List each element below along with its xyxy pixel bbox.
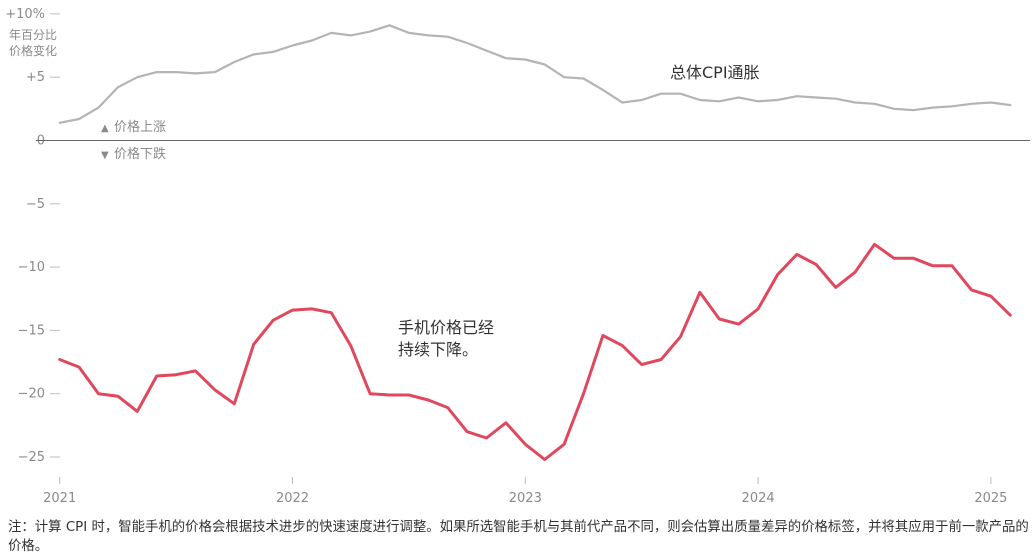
y-axis: +10%+50−5−10−15−20−25 [5, 7, 60, 465]
y-axis-unit-line2: 价格变化 [9, 43, 57, 58]
x-tick-label: 2025 [974, 491, 1007, 506]
price-down-marker: ▼ [101, 150, 109, 161]
phone-price-series-line [58, 242, 1012, 461]
x-axis: 2021 2022 2023 2024 2025 [43, 477, 1007, 506]
x-tick-label: 2023 [509, 491, 542, 506]
y-tick-label: +5 [26, 70, 45, 85]
x-tick-label: 2021 [43, 491, 76, 506]
price-down-label: 价格下跌 [114, 146, 166, 162]
price-up-marker: ▲ [101, 123, 109, 134]
y-axis-unit-line1: 年百分比 [9, 28, 57, 42]
y-tick-label: −25 [18, 450, 45, 465]
y-tick-label: −5 [26, 197, 45, 212]
cpi-series-line [58, 24, 1012, 124]
y-tick-label: −15 [18, 323, 45, 338]
y-tick-label: −20 [18, 387, 45, 402]
x-tick-label: 2024 [742, 491, 775, 506]
phones-annotation-line2: 持续下降。 [398, 340, 478, 359]
chart-area: +10%+50−5−10−15−20−25 2021 2022 2023 2024 20… [5, 7, 1030, 506]
price-up-label: 价格上涨 [114, 119, 166, 135]
cpi-annotation: 总体CPI通胀 [670, 63, 760, 82]
footnote: 注：计算 CPI 时，智能手机的价格会根据技术进步的快速速度进行调整。如果所选智… [8, 520, 1029, 554]
y-tick-label: −10 [18, 260, 45, 275]
y-tick-label: +10% [5, 7, 45, 22]
phones-annotation-line1: 手机价格已经 [398, 318, 494, 337]
x-tick-label: 2022 [276, 491, 309, 506]
